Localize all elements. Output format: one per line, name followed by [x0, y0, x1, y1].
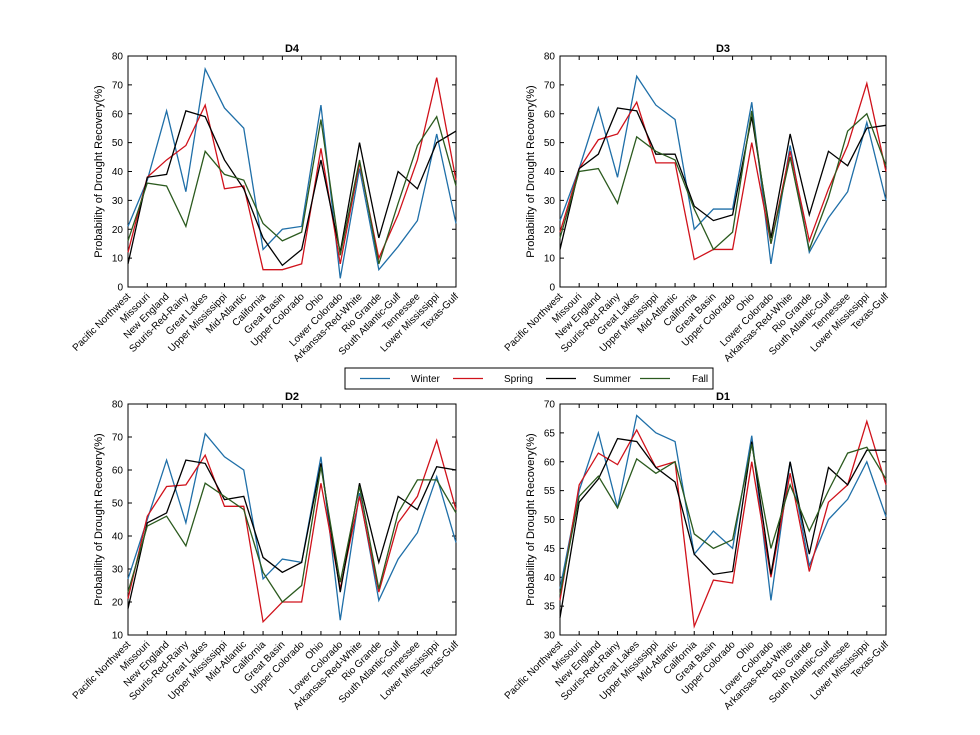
y-tick-label: 60: [112, 466, 124, 477]
panel-d3: D3 Probability of Drought Recovery(%) 0 1…: [503, 43, 892, 364]
y-tick-label: 30: [544, 631, 556, 642]
legend-item-fall: Fall: [640, 374, 708, 385]
panel-d4: D4 Probability of Drought Recovery(%) 0 1…: [71, 43, 462, 364]
y-tick-label: 60: [112, 109, 124, 120]
legend-label-fall: Fall: [692, 374, 708, 385]
y-tick-label: 60: [544, 109, 556, 120]
y-tick-label: 35: [544, 602, 556, 613]
y-tick-label: 20: [544, 225, 556, 236]
series-line-summer: [559, 437, 886, 618]
y-tick-label: 0: [117, 283, 123, 294]
series-line-spring: [559, 80, 887, 261]
y-tick-label: 70: [112, 433, 124, 444]
y-tick-label: 30: [112, 196, 124, 207]
y-tick-label: 60: [544, 457, 556, 468]
panel-title: D4: [285, 43, 300, 55]
panel-title: D1: [716, 391, 730, 403]
y-tick-label: 70: [544, 80, 556, 91]
y-tick-label: 55: [544, 486, 556, 497]
y-tick-label: 20: [112, 598, 124, 609]
series-line-winter: [559, 74, 887, 265]
y-tick-label: 80: [112, 52, 124, 63]
y-tick-label: 10: [112, 254, 124, 265]
series-line-winter: [127, 66, 457, 279]
y-axis-label: Probability of Drought Recovery(%): [525, 85, 537, 257]
series-line-spring: [559, 419, 887, 629]
series-line-summer: [559, 107, 887, 250]
series-line-summer: [127, 110, 457, 267]
legend-label-summer: Summer: [593, 374, 631, 385]
y-tick-label: 80: [544, 52, 556, 63]
y-tick-label: 50: [112, 138, 124, 149]
y-tick-label: 50: [544, 515, 556, 526]
y-axis-label: Probability of Drought Recovery(%): [525, 433, 537, 605]
y-tick-label: 30: [112, 565, 124, 576]
y-tick-label: 50: [112, 499, 124, 510]
y-tick-label: 65: [544, 428, 556, 439]
y-tick-label: 40: [112, 532, 124, 543]
y-tick-label: 20: [112, 225, 124, 236]
y-tick-label: 10: [112, 631, 124, 642]
legend-label-winter: Winter: [411, 374, 441, 385]
panel-title: D2: [285, 391, 299, 403]
legend-item-winter: Winter: [360, 374, 441, 385]
series-line-spring: [127, 77, 457, 271]
y-tick-label: 45: [544, 544, 556, 555]
legend-item-summer: Summer: [546, 374, 631, 385]
series-line-summer: [127, 459, 457, 609]
y-tick-label: 10: [544, 254, 556, 265]
y-tick-label: 30: [544, 196, 556, 207]
y-axis-label: Probability of Drought Recovery(%): [93, 85, 105, 257]
series-line-fall: [559, 444, 887, 595]
y-tick-label: 40: [544, 167, 556, 178]
series-line-winter: [559, 414, 887, 601]
legend: Winter Spring Summer Fall: [344, 367, 714, 390]
legend-label-spring: Spring: [504, 374, 533, 385]
panel-title: D3: [716, 43, 730, 55]
y-tick-label: 40: [112, 167, 124, 178]
y-axis-label: Probability of Drought Recovery(%): [93, 433, 105, 605]
y-tick-label: 0: [549, 283, 555, 294]
series-line-winter: [127, 432, 457, 621]
y-tick-label: 40: [544, 573, 556, 584]
y-tick-label: 80: [112, 400, 124, 411]
series-line-fall: [127, 115, 457, 265]
plot-area-frame: [127, 403, 457, 636]
y-tick-label: 70: [112, 80, 124, 91]
series-line-fall: [559, 110, 887, 252]
legend-item-spring: Spring: [453, 374, 533, 385]
y-tick-label: 70: [544, 400, 556, 411]
series-line-fall: [127, 466, 457, 603]
legend-box: [344, 367, 714, 390]
y-tick-label: 50: [544, 138, 556, 149]
series-line-spring: [127, 438, 457, 624]
